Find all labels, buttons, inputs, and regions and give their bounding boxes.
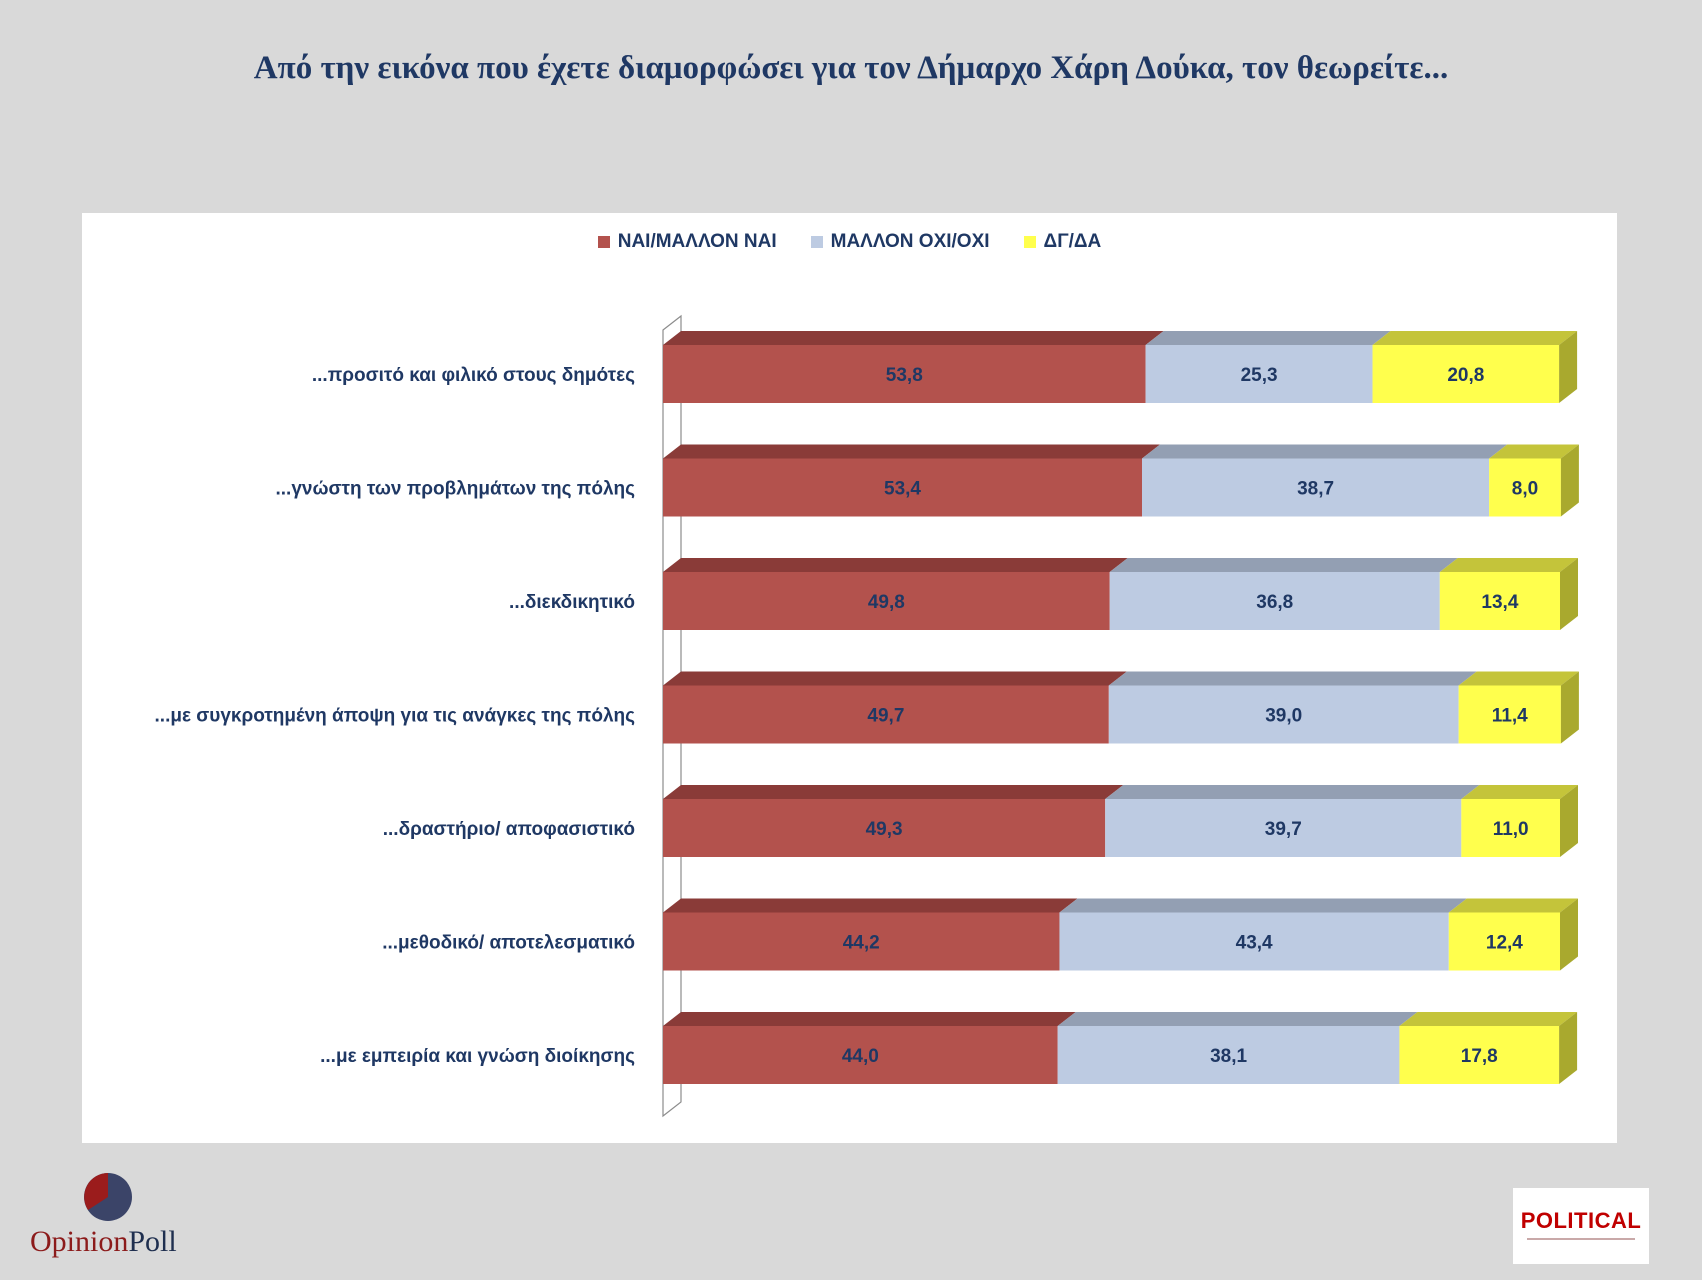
bar-top: [663, 898, 1078, 913]
bar-segment: [663, 685, 1109, 744]
data-label: 20,8: [1447, 365, 1484, 386]
data-label: 11,0: [1493, 819, 1529, 840]
legend-item-no: ΜΑΛΛΟΝ ΟΧΙ/ΟΧΙ: [810, 231, 990, 253]
bar-segment: [663, 912, 1060, 971]
data-label: 38,7: [1297, 479, 1334, 500]
bar-segment: [1145, 345, 1373, 403]
bar-top: [1458, 671, 1579, 686]
bar-top: [1141, 444, 1508, 459]
data-label: 39,7: [1265, 819, 1302, 840]
bar-segment: [663, 345, 1146, 403]
bar-segment: [1059, 912, 1449, 971]
data-label: 36,8: [1256, 592, 1293, 613]
political-logo: POLITICAL: [1513, 1188, 1649, 1264]
bar-top: [1461, 785, 1578, 799]
bar-segment: [1109, 572, 1440, 630]
category-label: ...προσιτό και φιλικό στους δημότες: [312, 365, 635, 386]
bar-segment: [663, 572, 1110, 630]
bar-segment: [1057, 1026, 1400, 1084]
opinionpoll-logo: OpinionPoll: [28, 1165, 198, 1265]
bar-top: [1108, 671, 1477, 686]
data-label: 49,8: [868, 592, 905, 613]
bar-segment: [1399, 1026, 1560, 1084]
legend-label-yes: ΝΑΙ/ΜΑΛΛΟΝ ΝΑΙ: [617, 231, 777, 252]
category-label: ...γνώστη των προβλημάτων της πόλης: [275, 479, 635, 500]
bar-segment: [1141, 458, 1490, 517]
data-label: 8,0: [1512, 479, 1538, 500]
data-label: 44,2: [843, 933, 880, 954]
bar-side: [1559, 1012, 1578, 1084]
category-label: ...με συγκροτημένη άποψη για τις ανάγκες…: [155, 706, 636, 727]
bar-segment: [1439, 572, 1560, 630]
bar-top: [1145, 331, 1391, 345]
bar-side: [1559, 331, 1578, 403]
bar-side: [1560, 785, 1578, 857]
bar-segment: [1489, 458, 1561, 517]
data-label: 12,4: [1486, 933, 1523, 954]
bar-top: [663, 558, 1128, 572]
data-label: 43,4: [1236, 933, 1273, 954]
bar-side: [1560, 444, 1579, 517]
data-label: 25,3: [1241, 365, 1278, 386]
opinionpoll-logo-mark: [84, 1173, 132, 1221]
bar-top: [1439, 558, 1578, 572]
bar-top: [1372, 331, 1578, 345]
category-label: ...με εμπειρία και γνώση διοίκησης: [320, 1046, 635, 1067]
legend-swatch-dk: [1023, 236, 1036, 248]
political-logo-underline: [1527, 1238, 1635, 1240]
data-label: 53,4: [884, 479, 921, 500]
bar-side: [1560, 898, 1578, 971]
bar-segment: [663, 799, 1106, 857]
bar-segment: [663, 1026, 1058, 1084]
legend-swatch-yes: [597, 236, 610, 248]
bar-segment: [663, 458, 1142, 517]
bar-top: [1399, 1012, 1578, 1026]
political-logo-text: POLITICAL: [1520, 1208, 1642, 1233]
bar-top: [1105, 785, 1480, 799]
bar-top: [1109, 558, 1458, 572]
bar-chart: ...προσιτό και φιλικό στους δημότες 53,8 2…: [155, 314, 1579, 1118]
bar-top: [1448, 898, 1578, 913]
bar-top: [663, 785, 1124, 799]
legend-label-no: ΜΑΛΛΟΝ ΟΧΙ/ΟΧΙ: [830, 231, 990, 252]
data-label: 53,8: [886, 365, 923, 386]
legend-item-yes: ΝΑΙ/ΜΑΛΛΟΝ ΝΑΙ: [597, 231, 777, 253]
chart-legend: ΝΑΙ/ΜΑΛΛΟΝ ΝΑΙ ΜΑΛΛΟΝ ΟΧΙ/ΟΧΙ ΔΓ/ΔΑ: [82, 231, 1617, 253]
category-label: ...διεκδικητικό: [509, 592, 635, 613]
bar-top: [663, 444, 1160, 459]
bar-segment: [1461, 799, 1560, 857]
category-label: ...δραστήριο/ αποφασιστικό: [383, 819, 635, 840]
bar-top: [663, 671, 1127, 686]
opinionpoll-logo-text: OpinionPoll: [30, 1225, 177, 1258]
bar-segment: [1372, 345, 1560, 403]
bar-segment: [1458, 685, 1561, 744]
bar-segment: [1108, 685, 1459, 744]
bar-side: [1560, 671, 1579, 744]
data-label: 38,1: [1210, 1046, 1247, 1067]
data-label: 49,7: [867, 706, 904, 727]
bar-top: [1057, 1012, 1418, 1026]
bar-top: [1489, 444, 1579, 459]
legend-swatch-no: [810, 236, 823, 248]
legend-label-dk: ΔΓ/ΔΑ: [1043, 231, 1102, 252]
data-label: 49,3: [866, 819, 903, 840]
page-title: Από την εικόνα που έχετε διαμορφώσει για…: [253, 50, 1449, 86]
bar-top: [1059, 898, 1467, 913]
category-label: ...μεθοδικό/ αποτελεσματικό: [382, 933, 635, 954]
bar-side: [1560, 558, 1578, 630]
chart-panel: ΝΑΙ/ΜΑΛΛΟΝ ΝΑΙ ΜΑΛΛΟΝ ΟΧΙ/ΟΧΙ ΔΓ/ΔΑ ...π…: [82, 213, 1617, 1143]
legend-item-dk: ΔΓ/ΔΑ: [1023, 231, 1102, 253]
data-label: 17,8: [1461, 1046, 1498, 1067]
data-label: 13,4: [1481, 592, 1518, 613]
data-label: 44,0: [842, 1046, 879, 1067]
bar-segment: [1448, 912, 1560, 971]
bar-top: [663, 331, 1164, 345]
data-label: 11,4: [1492, 706, 1528, 727]
bar-top: [663, 1012, 1076, 1026]
bar-segment: [1105, 799, 1462, 857]
data-label: 39,0: [1265, 706, 1302, 727]
